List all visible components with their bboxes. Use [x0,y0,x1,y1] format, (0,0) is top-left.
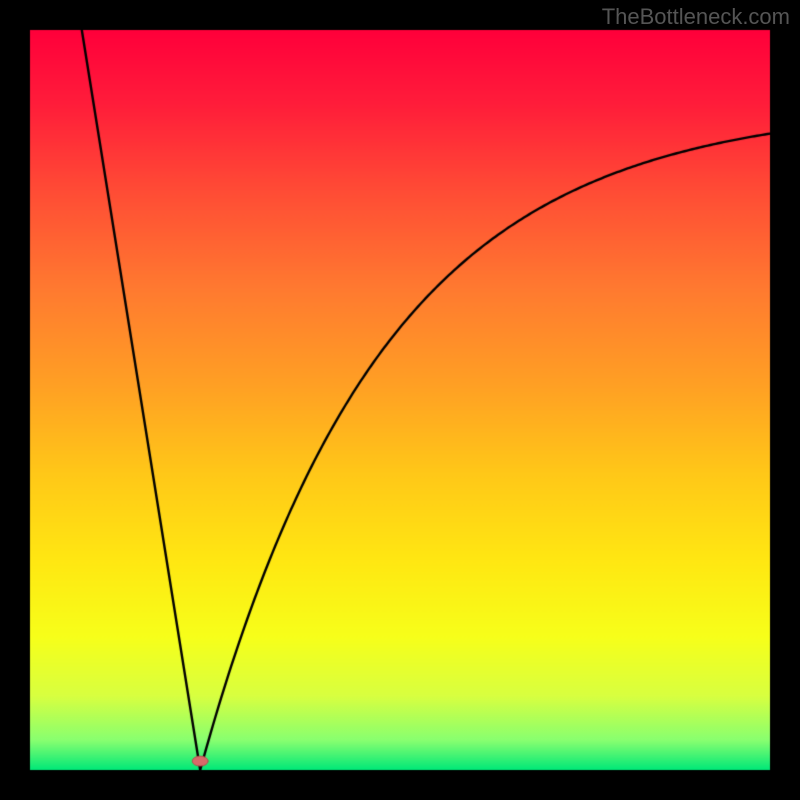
bottleneck-chart-canvas [0,0,800,800]
watermark-text: TheBottleneck.com [602,4,790,30]
chart-container: TheBottleneck.com [0,0,800,800]
